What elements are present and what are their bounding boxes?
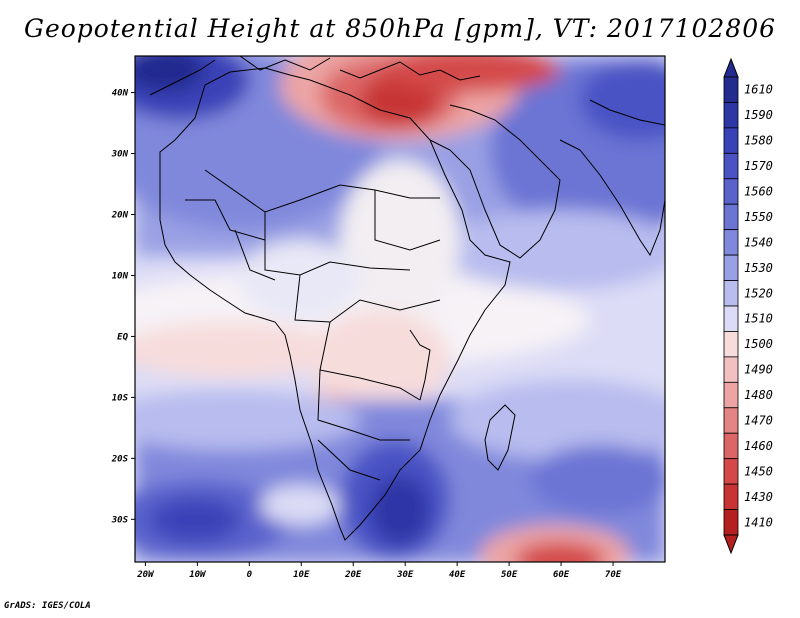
- lat-tick-label: 20S: [111, 454, 129, 464]
- colorbar-swatch: [723, 432, 739, 460]
- colorbar-swatch: [723, 458, 739, 485]
- colorbar-swatch: [723, 102, 739, 129]
- colorbar-level-label: 1610: [744, 83, 773, 97]
- colorbar-level-label: 1430: [744, 490, 773, 504]
- height-field: [135, 56, 665, 562]
- colorbar-swatch: [723, 280, 739, 307]
- colorbar-level-label: 1410: [744, 515, 773, 529]
- colorbar-level-label: 1480: [744, 388, 773, 402]
- colorbar-swatch: [723, 76, 739, 103]
- lon-tick-label: 60E: [553, 570, 570, 580]
- colorbar-swatch: [723, 356, 739, 383]
- colorbar-swatch: [723, 407, 739, 434]
- lat-tick-label: 30S: [111, 515, 129, 525]
- lat-tick-label: 30N: [111, 150, 129, 160]
- lat-tick-label: 10N: [112, 271, 129, 281]
- colorbar-swatch: [723, 127, 739, 154]
- lon-tick-label: 50E: [501, 570, 518, 580]
- colorbar-swatch: [723, 331, 739, 358]
- colorbar-swatch: [723, 483, 739, 510]
- colorbar-level-label: 1530: [744, 261, 773, 275]
- colorbar: 1610 1590 1580 1570 1560 1550 1540 1530 1520 1510…: [723, 57, 773, 555]
- lon-tick-label: 10W: [189, 570, 207, 580]
- colorbar-level-label: 1540: [744, 235, 773, 249]
- lon-tick-label: 10E: [293, 570, 310, 580]
- colorbar-top-arrow: [723, 57, 739, 78]
- colorbar-level-label: 1580: [744, 134, 773, 148]
- grads-credit: GrADS: IGES/COLA: [4, 601, 91, 611]
- lon-tick-label: 20E: [344, 570, 362, 580]
- lon-tick-label: 20W: [136, 570, 155, 580]
- colorbar-level-label: 1470: [744, 414, 773, 428]
- colorbar-level-label: 1570: [744, 159, 773, 173]
- lat-tick-label: EQ: [117, 332, 128, 342]
- colorbar-swatch: [723, 381, 739, 409]
- colorbar-swatch: [723, 152, 739, 180]
- colorbar-swatch: [723, 229, 739, 256]
- lon-tick-label: 0: [247, 570, 253, 580]
- lat-tick-label: 10S: [112, 393, 129, 403]
- colorbar-level-label: 1590: [744, 108, 773, 122]
- colorbar-swatch: [723, 203, 739, 231]
- colorbar-swatch: [723, 509, 739, 536]
- lat-tick-label: 20N: [111, 211, 129, 221]
- lon-tick-label: 40E: [449, 570, 466, 580]
- axis-ticks: 20W 10W 0 10E 20E 30E 40E 50E 60E 70E 40N 30N 20N 10N…: [111, 89, 622, 580]
- colorbar-level-label: 1500: [744, 337, 773, 351]
- lat-tick-label: 40N: [112, 89, 129, 99]
- map-title: Geopotential Height at 850hPa [gpm], VT:…: [23, 14, 777, 43]
- colorbar-swatch: [723, 178, 739, 205]
- plot-frame: [134, 55, 666, 563]
- colorbar-level-label: 1490: [744, 363, 773, 377]
- colorbar-bottom-arrow: [723, 534, 739, 555]
- lon-tick-label: 70E: [605, 570, 622, 580]
- colorbar-level-label: 1560: [744, 185, 773, 199]
- colorbar-level-label: 1460: [744, 439, 773, 453]
- colorbar-level-label: 1450: [744, 464, 773, 478]
- coastlines: [149, 56, 665, 541]
- colorbar-swatch: [723, 305, 739, 332]
- colorbar-swatch: [723, 254, 739, 281]
- colorbar-level-label: 1550: [744, 210, 773, 224]
- lon-tick-label: 30E: [396, 570, 414, 580]
- colorbar-level-label: 1510: [744, 312, 773, 326]
- colorbar-level-label: 1520: [744, 286, 773, 300]
